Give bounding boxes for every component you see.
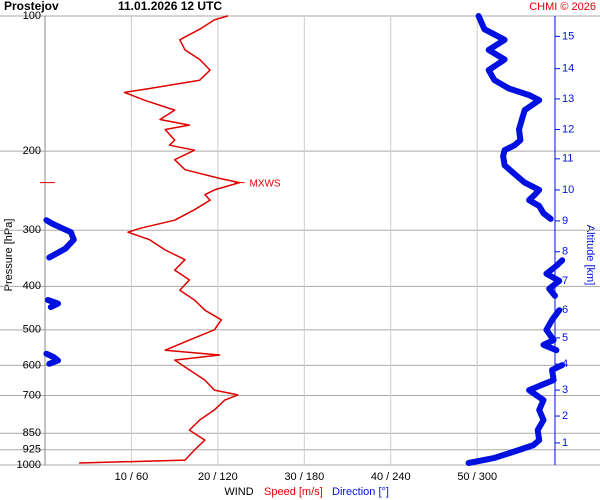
- annotation-label: MXWS: [249, 178, 280, 189]
- y2-tick-label: 14: [562, 63, 574, 75]
- y-tick-label: 700: [23, 389, 41, 401]
- x-tick-label: 30 / 180: [284, 471, 324, 483]
- y2-tick-label: 8: [562, 246, 568, 258]
- direction-line: [540, 307, 563, 354]
- y2-tick-label: 15: [562, 30, 574, 42]
- x-axis-label: WIND: [224, 486, 253, 498]
- y2-tick-label: 5: [562, 332, 568, 344]
- y-tick-label: 200: [23, 145, 41, 157]
- direction-line: [44, 297, 61, 311]
- y2-tick-label: 4: [562, 358, 568, 370]
- source: CHMI © 2026: [529, 1, 596, 13]
- x-tick-label: 40 / 240: [371, 471, 411, 483]
- y-tick-label: 850: [23, 427, 41, 439]
- y2-tick-label: 3: [562, 384, 568, 396]
- y-tick-label: 600: [23, 359, 41, 371]
- y2-tick-label: 2: [562, 410, 568, 422]
- y-axis-label: Pressure [hPa]: [3, 219, 15, 292]
- y-tick-label: 400: [23, 280, 41, 292]
- direction-line: [43, 350, 61, 367]
- y2-tick-label: 13: [562, 93, 574, 105]
- y2-tick-label: 10: [562, 184, 574, 196]
- y2-tick-label: 11: [562, 153, 573, 165]
- x-tick-label: 20 / 120: [198, 471, 238, 483]
- y-tick-label: 500: [23, 324, 41, 336]
- chart-title: Prostejov: [4, 0, 59, 13]
- y2-tick-label: 1: [562, 437, 568, 449]
- direction-line: [475, 13, 554, 222]
- y2-tick-label: 7: [562, 275, 568, 287]
- y-tick-label: 1000: [17, 459, 41, 471]
- y2-tick-label: 9: [562, 215, 568, 227]
- y-tick-label: 925: [23, 444, 41, 456]
- direction-line: [465, 362, 566, 466]
- y-tick-label: 100: [23, 10, 41, 22]
- x-tick-label: 10 / 60: [115, 471, 149, 483]
- y2-tick-label: 6: [562, 304, 568, 316]
- y-tick-label: 300: [23, 224, 41, 236]
- direction-line: [543, 257, 566, 299]
- legend-speed: Speed [m/s]: [264, 486, 323, 498]
- speed-line: [78, 15, 241, 464]
- x-tick-label: 50 / 300: [457, 471, 497, 483]
- y2-tick-label: 12: [562, 123, 574, 135]
- legend-direction: Direction [°]: [332, 486, 389, 498]
- direction-line: [43, 217, 77, 261]
- y2-axis-label: Altitude [km]: [584, 225, 596, 286]
- chart-subtitle: 11.01.2026 12 UTC: [118, 0, 222, 13]
